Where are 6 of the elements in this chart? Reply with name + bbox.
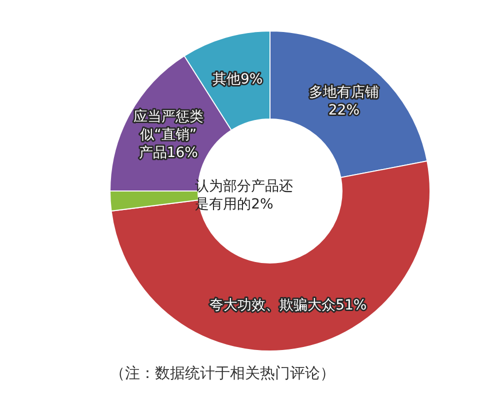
slice-label: 夸大功效、欺骗大众51% — [210, 298, 367, 314]
data-label: 22% — [328, 102, 360, 119]
slice-label: 多地有店铺 — [308, 84, 379, 101]
text: （注：数据统计于相关热门评论） — [110, 363, 336, 384]
slice-label: 其他9% — [212, 72, 263, 88]
slice-label: 应当严惩类似“直销”产品16% — [133, 109, 204, 162]
